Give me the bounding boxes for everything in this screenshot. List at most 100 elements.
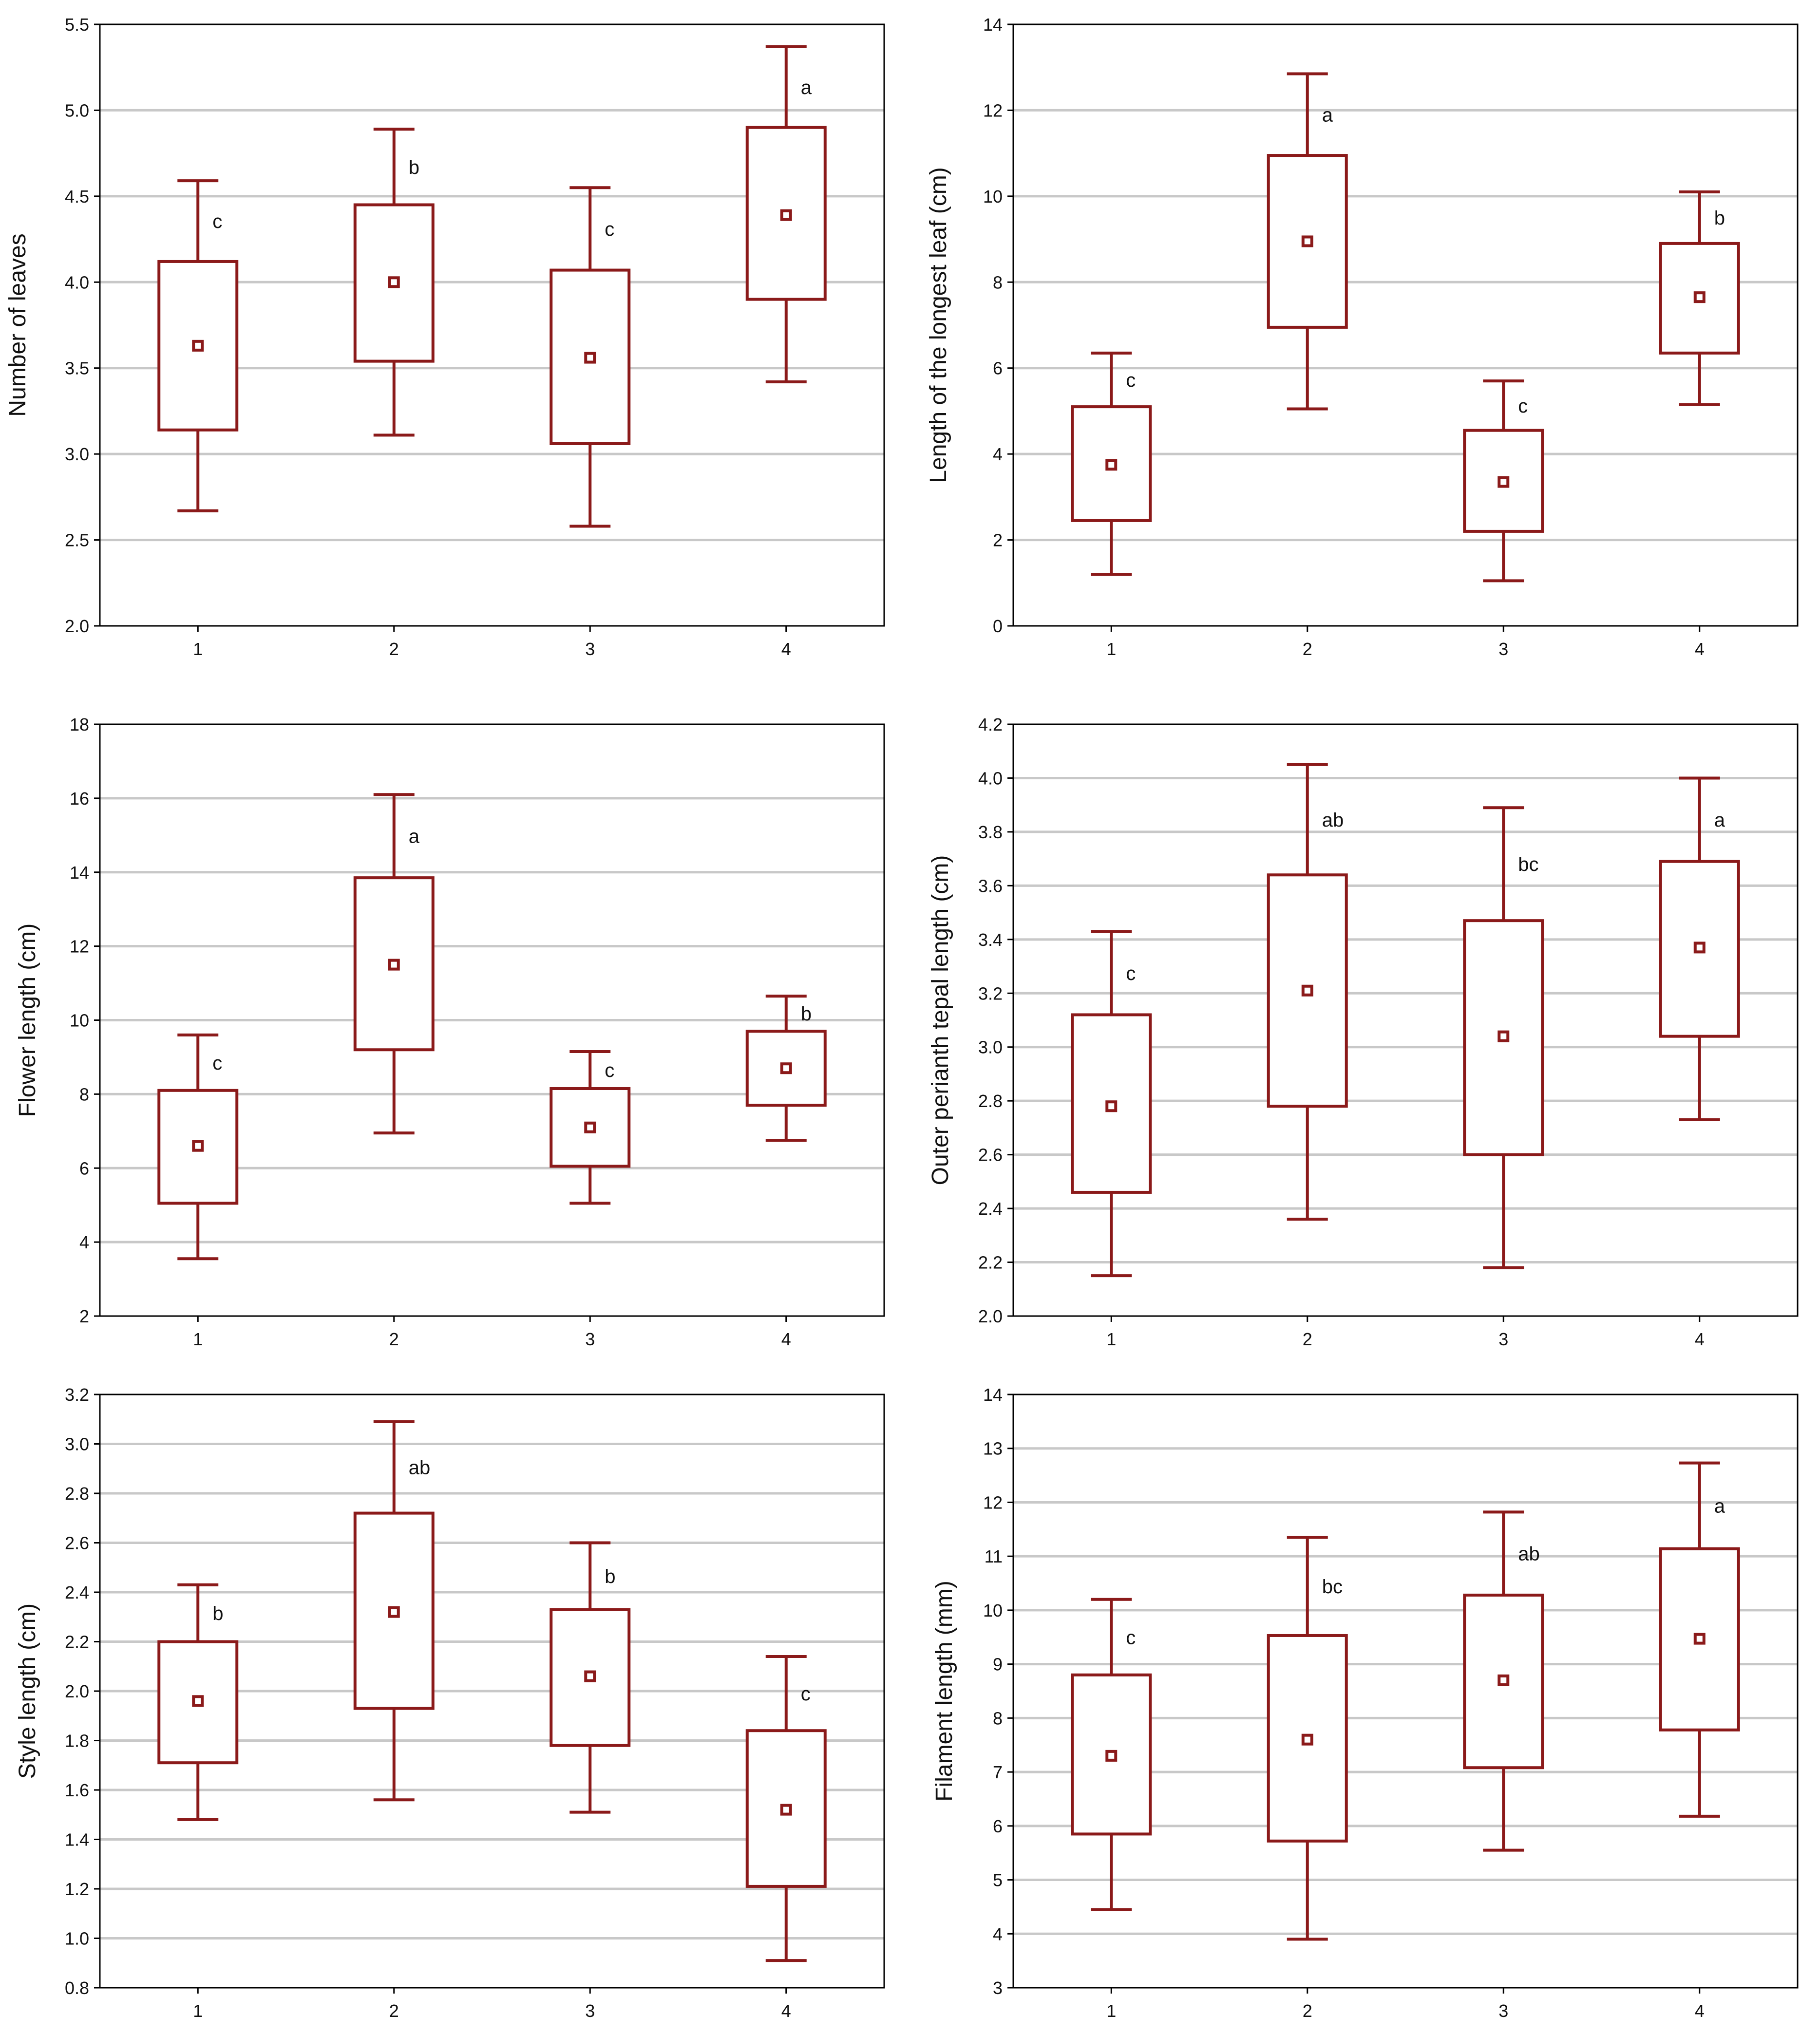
y-tick-label: 6 bbox=[993, 358, 1003, 378]
significance-letter: bc bbox=[1518, 854, 1538, 875]
y-tick-label: 1.8 bbox=[65, 1731, 89, 1751]
x-tick-label: 4 bbox=[781, 639, 791, 659]
y-tick-label: 0 bbox=[993, 616, 1003, 636]
y-tick-label: 8 bbox=[993, 1708, 1003, 1728]
y-tick-label: 13 bbox=[983, 1439, 1003, 1459]
y-tick-label: 7 bbox=[993, 1762, 1003, 1782]
y-tick-label: 4.0 bbox=[65, 272, 89, 292]
mean-marker bbox=[192, 339, 204, 352]
significance-letter: c bbox=[1518, 396, 1528, 417]
box-category-1: c bbox=[1071, 930, 1152, 1278]
significance-letter: bc bbox=[1322, 1576, 1343, 1598]
box-category-2: a bbox=[353, 793, 435, 1135]
box-rect bbox=[1659, 242, 1740, 355]
y-tick-label: 3.2 bbox=[65, 1385, 89, 1405]
y-axis-title: Flower length (cm) bbox=[15, 923, 40, 1117]
significance-letter: a bbox=[1322, 104, 1333, 126]
mean-marker bbox=[1105, 1750, 1118, 1762]
x-tick-label: 2 bbox=[389, 2001, 399, 2021]
box-category-3: ab bbox=[1463, 1510, 1544, 1852]
y-tick-label: 2.8 bbox=[978, 1091, 1003, 1111]
box-category-2: a bbox=[1267, 72, 1348, 411]
x-tick-label: 2 bbox=[389, 1329, 399, 1349]
mean-marker bbox=[1693, 942, 1706, 954]
significance-letter: b bbox=[1714, 207, 1725, 229]
significance-letter: a bbox=[1714, 1496, 1725, 1517]
y-tick-label: 6 bbox=[993, 1816, 1003, 1836]
x-tick-label: 3 bbox=[1498, 2001, 1508, 2021]
mean-marker bbox=[1693, 291, 1706, 303]
y-tick-label: 3.8 bbox=[978, 822, 1003, 842]
mean-marker bbox=[1105, 1100, 1118, 1112]
y-tick-label: 2.6 bbox=[978, 1145, 1003, 1165]
x-tick-label: 3 bbox=[585, 1329, 595, 1349]
significance-letter: ab bbox=[409, 1457, 431, 1479]
plot-frame bbox=[99, 23, 885, 627]
y-tick-label: 12 bbox=[983, 1492, 1003, 1512]
y-tick-label: 5.5 bbox=[65, 15, 89, 35]
significance-letter: a bbox=[409, 826, 420, 848]
mean-marker bbox=[1301, 1733, 1313, 1746]
y-tick-label: 14 bbox=[70, 863, 89, 883]
y-tick-label: 14 bbox=[983, 15, 1003, 35]
y-tick-label: 9 bbox=[993, 1655, 1003, 1675]
mean-marker bbox=[192, 1140, 204, 1152]
x-tick-label: 3 bbox=[1498, 1329, 1508, 1349]
y-tick-label: 12 bbox=[70, 937, 89, 957]
y-tick-label: 4 bbox=[79, 1232, 89, 1252]
x-tick-label: 4 bbox=[781, 2001, 791, 2021]
y-tick-label: 1.2 bbox=[65, 1879, 89, 1899]
mean-marker bbox=[1301, 235, 1313, 247]
x-tick-label: 2 bbox=[1303, 1329, 1312, 1349]
box-category-3: c bbox=[1463, 379, 1544, 583]
panel-number-of-leaves: 2.0 2.5 3.0 3.5 4.0 4.5 5.0 5.5 1 2 3 4 Number of le… bbox=[5, 15, 885, 659]
y-tick-label: 3.0 bbox=[65, 1434, 89, 1454]
y-tick-label: 12 bbox=[983, 100, 1003, 120]
mean-marker bbox=[584, 352, 596, 364]
y-tick-label: 2.2 bbox=[65, 1632, 89, 1652]
mean-marker bbox=[1105, 459, 1118, 471]
box-category-4: c bbox=[745, 1655, 827, 1962]
mean-marker bbox=[1693, 1633, 1706, 1645]
y-tick-label: 18 bbox=[70, 715, 89, 734]
y-tick-label: 3.0 bbox=[978, 1037, 1003, 1057]
mean-marker bbox=[1301, 984, 1313, 997]
y-tick-label: 2.4 bbox=[978, 1199, 1003, 1219]
y-tick-label: 5 bbox=[993, 1870, 1003, 1890]
box-category-2: b bbox=[353, 128, 435, 437]
box-category-1: c bbox=[157, 1033, 239, 1261]
y-tick-label: 4.2 bbox=[978, 715, 1003, 734]
mean-marker bbox=[388, 276, 400, 288]
x-tick-label: 1 bbox=[1106, 639, 1116, 659]
y-tick-label: 2.8 bbox=[65, 1484, 89, 1504]
y-tick-label: 8 bbox=[79, 1084, 89, 1104]
y-tick-label: 2 bbox=[993, 530, 1003, 550]
box-category-1: c bbox=[1071, 351, 1152, 576]
box-category-2: ab bbox=[1267, 763, 1348, 1221]
y-tick-label: 14 bbox=[983, 1385, 1003, 1405]
x-tick-label: 1 bbox=[1106, 2001, 1116, 2021]
x-tick-label: 2 bbox=[389, 639, 399, 659]
plot-frame bbox=[99, 723, 885, 1317]
significance-letter: ab bbox=[1322, 810, 1344, 831]
x-tick-label: 2 bbox=[1303, 639, 1312, 659]
y-axis-title: Style length (cm) bbox=[15, 1603, 40, 1779]
y-tick-label: 11 bbox=[985, 1546, 1003, 1566]
y-tick-label: 3 bbox=[993, 1978, 1003, 1998]
y-tick-label: 2 bbox=[79, 1306, 89, 1326]
significance-letter: b bbox=[801, 1003, 812, 1025]
y-tick-label: 2.0 bbox=[65, 1681, 89, 1701]
y-tick-label: 10 bbox=[70, 1011, 89, 1031]
mean-marker bbox=[780, 1062, 792, 1074]
y-tick-label: 16 bbox=[70, 789, 89, 809]
box-rect bbox=[550, 1087, 631, 1168]
x-tick-label: 4 bbox=[1695, 1329, 1705, 1349]
y-tick-label: 4.5 bbox=[65, 187, 89, 207]
box-rect bbox=[745, 1030, 827, 1107]
x-tick-label: 3 bbox=[585, 639, 595, 659]
box-category-1: c bbox=[157, 179, 239, 512]
significance-letter: c bbox=[1126, 1627, 1136, 1648]
